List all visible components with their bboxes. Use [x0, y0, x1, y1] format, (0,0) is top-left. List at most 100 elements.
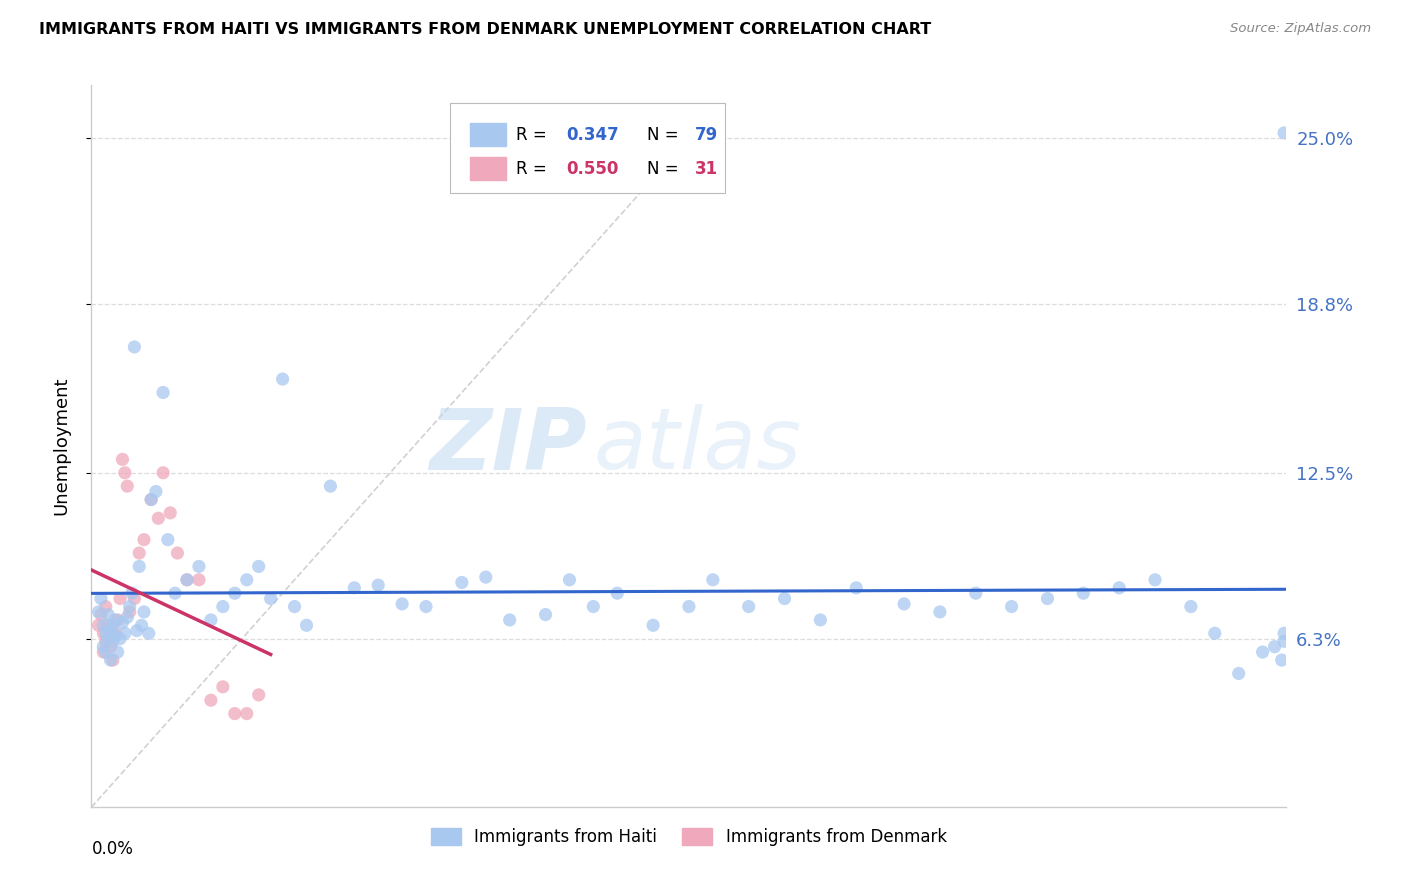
Point: [235, 573, 259, 587]
Point: [1204, 626, 1226, 640]
Point: [224, 586, 246, 600]
Point: [200, 693, 222, 707]
Text: 0.347: 0.347: [565, 126, 619, 144]
Point: [132, 533, 155, 547]
Point: [259, 591, 281, 606]
Text: atlas: atlas: [593, 404, 801, 488]
Point: [211, 599, 233, 614]
Point: [100, 653, 122, 667]
Point: [534, 607, 557, 622]
Point: [319, 479, 342, 493]
Point: [1144, 573, 1167, 587]
Point: [284, 599, 307, 614]
Text: 0.550: 0.550: [565, 160, 619, 178]
Point: [187, 559, 211, 574]
Point: [810, 613, 832, 627]
Point: [108, 632, 131, 646]
Point: [93, 640, 114, 654]
Point: [121, 586, 143, 600]
Text: R =: R =: [516, 160, 551, 178]
Point: [94, 634, 117, 648]
Point: [1071, 586, 1094, 600]
Point: [118, 605, 141, 619]
Text: IMMIGRANTS FROM HAITI VS IMMIGRANTS FROM DENMARK UNEMPLOYMENT CORRELATION CHART: IMMIGRANTS FROM HAITI VS IMMIGRANTS FROM…: [39, 22, 932, 37]
Point: [606, 586, 628, 600]
Point: [737, 599, 759, 614]
Point: [125, 624, 148, 638]
Point: [845, 581, 868, 595]
Point: [148, 511, 170, 525]
Point: [118, 599, 141, 614]
Text: N =: N =: [647, 160, 683, 178]
Point: [558, 573, 581, 587]
Point: [1264, 640, 1286, 654]
Point: [124, 340, 146, 354]
Point: [104, 629, 127, 643]
Text: ZIP: ZIP: [430, 404, 588, 488]
Point: [114, 626, 136, 640]
Text: 0.0%: 0.0%: [91, 839, 134, 858]
Point: [893, 597, 915, 611]
Point: [702, 573, 724, 587]
Point: [156, 533, 179, 547]
Point: [104, 626, 127, 640]
Point: [1036, 591, 1059, 606]
Point: [187, 573, 211, 587]
Point: [1271, 653, 1294, 667]
Point: [141, 492, 162, 507]
Point: [111, 452, 134, 467]
Point: [965, 586, 987, 600]
Point: [582, 599, 605, 614]
Y-axis label: Unemployment: Unemployment: [52, 376, 70, 516]
Point: [87, 618, 110, 632]
Point: [93, 645, 114, 659]
Point: [678, 599, 700, 614]
Legend: Immigrants from Haiti, Immigrants from Denmark: Immigrants from Haiti, Immigrants from D…: [425, 822, 953, 853]
Point: [101, 653, 124, 667]
Point: [115, 610, 138, 624]
Text: R =: R =: [516, 126, 551, 144]
Point: [97, 632, 120, 646]
Point: [87, 605, 110, 619]
Text: N =: N =: [647, 126, 683, 144]
Point: [94, 599, 117, 614]
Point: [1001, 599, 1024, 614]
Point: [93, 618, 114, 632]
Point: [131, 618, 153, 632]
Point: [1227, 666, 1250, 681]
Point: [90, 591, 112, 606]
Point: [124, 591, 146, 606]
Text: 79: 79: [695, 126, 718, 144]
Point: [128, 559, 150, 574]
Point: [141, 492, 162, 507]
Point: [211, 680, 233, 694]
Point: [247, 688, 270, 702]
Point: [1272, 634, 1295, 648]
Point: [107, 645, 129, 659]
Point: [100, 624, 122, 638]
Point: [152, 466, 174, 480]
Point: [101, 618, 124, 632]
Point: [111, 615, 134, 630]
Point: [1108, 581, 1130, 595]
Point: [115, 479, 138, 493]
Point: [224, 706, 246, 721]
Point: [159, 506, 181, 520]
Point: [1272, 126, 1295, 140]
Point: [108, 591, 131, 606]
Point: [176, 573, 198, 587]
Point: [114, 466, 136, 480]
Text: 31: 31: [695, 160, 718, 178]
Point: [176, 573, 198, 587]
Point: [94, 626, 117, 640]
Point: [247, 559, 270, 574]
Point: [132, 605, 155, 619]
Point: [773, 591, 796, 606]
Point: [1180, 599, 1202, 614]
Point: [94, 645, 117, 659]
Point: [391, 597, 413, 611]
Point: [295, 618, 318, 632]
Point: [107, 613, 129, 627]
Point: [928, 605, 950, 619]
Point: [200, 613, 222, 627]
